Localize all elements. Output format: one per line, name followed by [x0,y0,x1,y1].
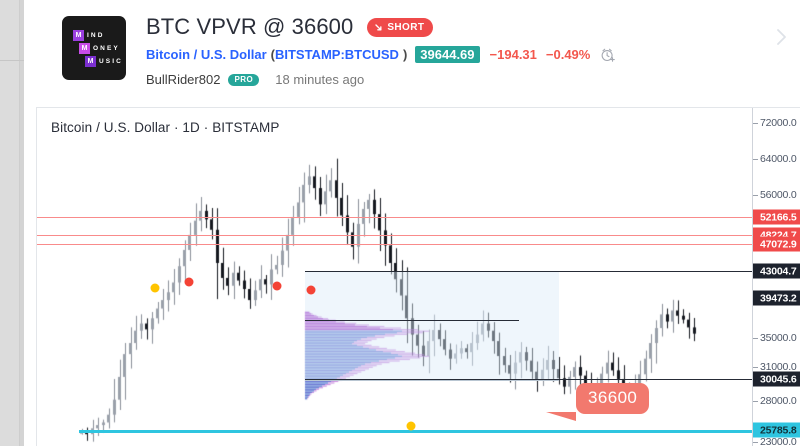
axis-tick [753,123,758,124]
price-change-percent: −0.49% [545,47,591,62]
axis-price-pill: 25785.8 [753,422,800,438]
price-callout-bubble[interactable]: 36600 [576,383,650,414]
published-timestamp: 18 minutes ago [275,72,365,87]
arrow-down-right-icon [374,23,383,32]
chart-card[interactable]: Bitcoin / U.S. Dollar · 1D · BITSTAMP 36… [36,107,800,446]
title-row: BTC VPVR @ 36600 SHORT [146,14,434,40]
axis-price-pill: 47072.9 [753,236,800,252]
price-level-lower-range[interactable] [305,379,752,380]
axis-label: 28000.0 [760,395,797,407]
logo-tile-m3: M [85,56,96,67]
logo-tile-m2: M [79,43,90,54]
pro-badge: PRO [228,73,260,86]
logo-text-ind: IND [87,32,105,39]
axis-label: 64000.0 [760,153,797,165]
marker-red-2[interactable] [272,281,282,291]
marker-red-3[interactable] [306,285,316,295]
symbol-name-link[interactable]: Bitcoin / U.S. Dollar [146,47,267,62]
marker-yellow-1[interactable] [150,283,160,293]
axis-label: 31000.0 [760,361,797,373]
logo-row-money: M ONEY [79,43,123,54]
price-level-entry-36600[interactable] [305,320,519,321]
price-level-target-cyan[interactable] [79,430,752,433]
price-axis[interactable]: 72000.0 64000.0 56000.0 52166.5 48224.7 47072… [752,108,800,446]
page-gutter [0,0,24,446]
symbol-ticker-link[interactable]: BITSTAMP:BTCUSD [274,47,399,62]
axis-price-pill: 43004.7 [753,263,800,279]
logo-text-oney: ONEY [93,45,120,52]
axis-label: 72000.0 [760,117,797,129]
vpvr-range-box[interactable] [305,271,559,381]
axis-label: 56000.0 [760,189,797,201]
price-change: −194.31 [489,47,537,62]
price-level-resistance-1[interactable] [37,217,752,218]
author-name[interactable]: BullRider802 [146,72,221,87]
scroll-rail[interactable] [0,0,20,446]
logo-row-mind: M IND [73,30,123,41]
axis-tick [753,159,758,160]
marker-yellow-2[interactable] [406,421,416,431]
axis-price-pill: 39473.2 [753,290,800,306]
logo-tile-m1: M [73,30,84,41]
status-badge-label: SHORT [387,21,425,33]
price-level-resistance-3[interactable] [37,244,752,245]
gutter-seam [0,60,24,61]
price-level-upper-range[interactable] [305,271,752,272]
last-price-badge: 39644.69 [415,46,480,63]
axis-price-pill: 52166.5 [753,209,800,225]
axis-tick [753,367,758,368]
marker-red-1[interactable] [184,277,194,287]
status-badge-short[interactable]: SHORT [367,17,434,37]
axis-tick [753,442,758,443]
alarm-clock-add-icon[interactable] [600,47,616,63]
chevron-right-icon[interactable] [774,26,790,48]
idea-header: M IND M ONEY M USIC BTC VPVR @ 36600 [24,0,800,98]
logo-grid: M IND M ONEY M USIC [73,30,123,67]
mind-money-music-logo[interactable]: M IND M ONEY M USIC [62,16,126,80]
axis-price-pill: 30045.6 [753,371,800,387]
price-callout-tail [546,412,576,421]
logo-text-usic: USIC [99,58,123,65]
axis-tick [753,401,758,402]
author-row: BullRider802 PRO 18 minutes ago [146,72,364,87]
page-title: BTC VPVR @ 36600 [146,14,354,39]
symbol-row: Bitcoin / U.S. Dollar ( BITSTAMP:BTCUSD … [146,46,616,63]
axis-label: 23000.0 [760,436,797,446]
symbol-close-paren: ) [402,47,408,62]
symbol-open-paren: ( [270,47,275,62]
logo-row-music: M USIC [85,56,123,67]
chart-plot-area[interactable]: 36600 [37,108,752,446]
axis-label: 35000.0 [760,332,797,344]
axis-tick [753,195,758,196]
axis-tick [753,338,758,339]
price-level-resistance-2[interactable] [37,235,752,236]
